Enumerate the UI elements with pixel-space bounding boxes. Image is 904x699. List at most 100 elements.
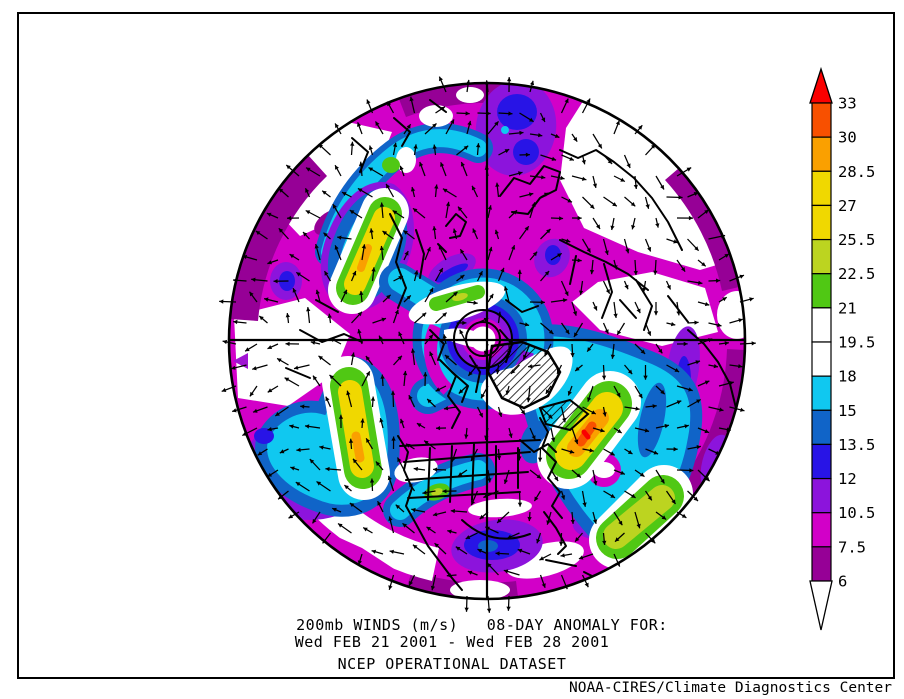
wind-arrow-head xyxy=(517,269,522,274)
wind-arrow-head xyxy=(343,289,347,295)
colorbar-tick-label: 33 xyxy=(838,95,857,113)
wind-arrow-head xyxy=(655,223,660,228)
wind-arrow-head xyxy=(557,369,561,374)
colorbar-tick-label: 12 xyxy=(838,470,857,488)
wind-arrow-head xyxy=(650,538,656,544)
wind-arrow-head xyxy=(233,278,238,283)
wind-arrow-head xyxy=(434,184,439,189)
wind-arrow-head xyxy=(286,165,291,170)
wind-arrow-head xyxy=(371,267,376,272)
wind-arrow-head xyxy=(361,244,366,249)
wind-arrow-head xyxy=(678,195,683,200)
wind-arrow-head xyxy=(593,480,598,486)
wind-arrow-head xyxy=(724,253,729,258)
wind-arrow-head xyxy=(344,485,349,490)
wind-arrow-head xyxy=(704,302,710,307)
colorbar-tick-label: 30 xyxy=(838,129,857,147)
wind-arrow-head xyxy=(392,210,398,215)
wind-arrow-head xyxy=(296,447,301,452)
wind-arrow-head xyxy=(631,225,636,230)
wind-arrow-head xyxy=(653,270,658,275)
wind-arrow-head xyxy=(579,290,584,295)
wind-arrow-head xyxy=(536,538,541,544)
wind-arrow-head xyxy=(597,143,602,149)
wind-arrow-head xyxy=(323,232,328,237)
wind-arrow-head xyxy=(633,270,638,276)
wind-arrow-head xyxy=(664,423,669,429)
wind-arrow-head xyxy=(476,143,481,148)
wind-arrow-head xyxy=(602,412,607,417)
wind-arrow-head xyxy=(661,515,667,520)
wind-arrow-head xyxy=(296,272,301,277)
wind-arrow-head xyxy=(432,226,437,231)
wind-arrow-head xyxy=(610,493,615,498)
wind-arrow-head xyxy=(526,397,531,403)
wind-arrow-head xyxy=(289,254,295,259)
wind-arrow-head xyxy=(564,98,569,104)
colorbar-tick-label: 19.5 xyxy=(838,333,875,351)
wind-arrow-head xyxy=(693,192,699,196)
wind-arrow-head xyxy=(432,123,437,128)
wind-arrow-head xyxy=(544,351,549,357)
wind-arrow-head xyxy=(381,317,386,322)
wind-arrow-head xyxy=(660,184,664,190)
wind-arrow-head xyxy=(705,476,710,482)
wind-arrow-head xyxy=(442,489,447,494)
wind-arrow-head xyxy=(642,287,647,293)
wind-arrow-head xyxy=(348,438,354,443)
wind-arrow-head xyxy=(484,435,489,440)
wind-arrow-head xyxy=(504,149,510,154)
wind-arrow-head xyxy=(465,111,470,116)
wind-arrow-head xyxy=(467,120,472,126)
wind-arrow-head xyxy=(397,355,402,361)
wind-arrow-head xyxy=(406,443,411,448)
wind-arrow-head xyxy=(452,228,457,233)
wind-arrow-head xyxy=(257,451,263,456)
wind-arrow-head xyxy=(369,228,374,233)
wind-arrow-head xyxy=(536,474,542,479)
wind-arrow-head xyxy=(375,461,381,466)
wind-arrow-head xyxy=(327,313,332,318)
colorbar-under-arrow xyxy=(809,580,833,631)
wind-arrow-head xyxy=(486,608,492,613)
wind-arrow-head xyxy=(288,514,294,519)
wind-arrow-head xyxy=(477,549,483,553)
gulf-violet-low xyxy=(451,519,543,573)
colorbar-tick-label: 21 xyxy=(838,299,857,317)
wind-arrow-head xyxy=(352,271,357,276)
wind-arrow-head xyxy=(429,287,434,293)
wind-arrow-head xyxy=(427,399,432,404)
wind-arrow-head xyxy=(468,371,473,376)
wind-arrow-head xyxy=(245,347,250,352)
wind-arrow-head xyxy=(413,466,418,472)
wind-arrow-head xyxy=(332,507,337,512)
wind-arrow-head xyxy=(704,429,709,434)
wind-arrow-head xyxy=(390,390,396,395)
wind-arrow-head xyxy=(564,291,569,296)
colorbar-segment xyxy=(811,443,832,480)
wind-arrow-head xyxy=(484,80,490,85)
wind-arrow-head xyxy=(624,284,629,290)
wind-arrow-head xyxy=(612,202,617,207)
wind-arrow-head xyxy=(586,98,591,104)
wind-arrow-head xyxy=(617,330,622,335)
wind-arrow-head xyxy=(350,352,356,357)
colorbar-segment xyxy=(811,341,832,377)
wind-arrow-head xyxy=(292,288,297,293)
wind-arrow-head xyxy=(365,356,370,361)
wind-arrow-head xyxy=(409,581,413,586)
wind-arrow-head xyxy=(398,331,403,337)
wind-arrow-head xyxy=(666,284,671,290)
wind-arrow-head xyxy=(382,231,388,236)
wind-arrow-head xyxy=(464,607,469,612)
wind-arrow-head xyxy=(681,267,686,272)
wind-arrow-head xyxy=(729,381,734,386)
wind-arrow-head xyxy=(278,228,284,233)
wind-arrow-head xyxy=(231,365,236,370)
wind-arrow-head xyxy=(544,271,550,276)
wind-arrow-head xyxy=(330,338,335,343)
anomaly-max-lower-left xyxy=(242,355,400,520)
wind-arrow-head xyxy=(375,121,380,126)
wind-arrow-head xyxy=(658,348,663,354)
